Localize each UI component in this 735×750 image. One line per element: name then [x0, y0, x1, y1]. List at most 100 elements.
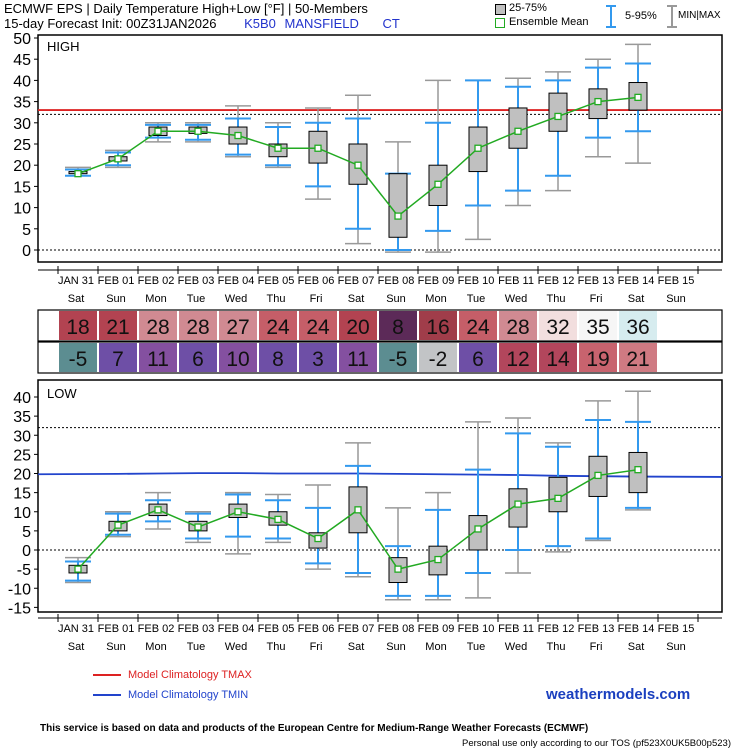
high-date-label: FEB 12: [538, 275, 575, 287]
low-ytick-label: 35: [13, 409, 31, 426]
low-date-label: FEB 12: [538, 623, 575, 635]
low-weekday-label: Tue: [467, 641, 486, 653]
high-member-table-value: 18: [66, 316, 89, 339]
mean-swatch-icon: [495, 18, 505, 28]
high-box-14: [625, 43, 651, 164]
low-date-label: FEB 03: [178, 623, 215, 635]
high-date-label: FEB 04: [218, 275, 255, 287]
low-ytick-label: 30: [13, 428, 31, 445]
low-mean-marker: [154, 506, 162, 514]
low-mean-marker: [114, 521, 122, 529]
low-date-label: FEB 05: [258, 623, 295, 635]
low-ytick-label: 25: [13, 447, 31, 464]
high-mean-marker: [474, 144, 482, 152]
chart-title: ECMWF EPS | Daily Temperature High+Low […: [4, 1, 368, 16]
low-weekday-label: Fri: [310, 641, 323, 653]
high-weekday-label: Mon: [145, 293, 166, 305]
high-weekday-label: Sat: [348, 293, 365, 305]
low-mean-marker: [274, 515, 282, 524]
high-member-table-cell: [219, 311, 257, 340]
low-mean-marker: [594, 471, 602, 480]
high-date-label: FEB 06: [298, 275, 335, 287]
high-member-table-value: 35: [586, 316, 609, 339]
high-weekday-label: Thu: [547, 293, 566, 305]
high-mean-marker: [154, 127, 162, 135]
station-state: CT: [382, 16, 400, 31]
high-member-table-cell: [419, 311, 457, 340]
high-mean-marker: [394, 212, 402, 220]
low-box-13: [585, 400, 611, 542]
high-ytick-label: 45: [13, 52, 31, 69]
low-member-table-cell: [379, 343, 417, 372]
high-date-label: FEB 14: [618, 275, 655, 287]
low-date-label: FEB 13: [578, 623, 615, 635]
high-date-label: FEB 11: [498, 275, 534, 287]
high-member-table-cell: [459, 311, 497, 340]
low-ytick-label: 20: [13, 467, 31, 484]
low-member-table-cell: [219, 343, 257, 372]
high-date-label: FEB 07: [338, 275, 375, 287]
low-ytick-label: -10: [8, 581, 31, 598]
high-member-table-value: 28: [506, 316, 529, 339]
legend-minmax-label: MIN|MAX: [678, 10, 721, 21]
high-member-table-cell: [539, 311, 577, 340]
high-ytick-label: 50: [13, 31, 31, 48]
high-date-label: FEB 02: [138, 275, 175, 287]
low-date-label: FEB 11: [498, 623, 534, 635]
high-weekday-label: Sun: [386, 293, 406, 305]
low-panel-title: LOW: [47, 386, 77, 401]
high-weekday-label: Wed: [505, 293, 527, 305]
low-member-table-value: -5: [389, 348, 408, 371]
low-mean-marker: [314, 534, 322, 543]
low-ytick-label: -5: [17, 562, 31, 579]
low-weekday-label: Sat: [628, 641, 645, 653]
low-weekday-label: Tue: [187, 641, 206, 653]
high-ytick-label: 5: [22, 222, 31, 239]
low-member-table-cell: [59, 343, 97, 372]
high-member-table-cell: [299, 311, 337, 340]
low-box-8: [385, 507, 411, 601]
high-weekday-label: Thu: [267, 293, 286, 305]
high-weekday-label: Tue: [187, 293, 206, 305]
low-member-table-value: -2: [429, 348, 448, 371]
low-box-14: [625, 390, 651, 511]
low-date-label: FEB 09: [418, 623, 455, 635]
low-mean-marker: [554, 494, 562, 503]
high-box-11: [505, 77, 531, 207]
low-date-label: FEB 02: [138, 623, 175, 635]
brand-link[interactable]: weathermodels.com: [546, 686, 691, 703]
high-mean-marker: [434, 180, 442, 188]
low-member-table-value: 6: [472, 348, 484, 371]
low-member-table-cell: [539, 343, 577, 372]
low-member-table-value: 3: [312, 348, 324, 371]
iqr-box: [468, 515, 488, 551]
init-text: 15-day Forecast Init: 00Z31JAN2026: [4, 16, 217, 31]
high-member-table-cell: [179, 311, 217, 340]
high-mean-marker: [554, 112, 562, 121]
high-ytick-label: 35: [13, 95, 31, 112]
low-weekday-label: Wed: [505, 641, 527, 653]
low-member-table-cell: [499, 343, 537, 372]
disclaimer: This service is based on data and produc…: [40, 723, 589, 734]
low-member-table-cell: [259, 343, 297, 372]
high-plot-frame: [37, 34, 723, 263]
low-member-table-cell: [579, 343, 617, 372]
low-member-table-value: 11: [347, 348, 369, 371]
low-weekday-label: Sun: [106, 641, 126, 653]
low-member-table-value: 19: [586, 348, 609, 371]
iqr-box: [548, 476, 568, 513]
low-climatology-line: [37, 472, 723, 478]
high-box-6: [305, 107, 331, 200]
high-date-label: FEB 08: [378, 275, 415, 287]
high-box-12: [545, 71, 571, 192]
low-member-table-value: 8: [272, 348, 284, 371]
low-weekday-label: Thu: [547, 641, 566, 653]
high-date-label: FEB 03: [178, 275, 215, 287]
low-box-10: [465, 421, 491, 599]
high-weekday-label: Sat: [628, 293, 645, 305]
low-ytick-label: -15: [8, 600, 31, 617]
low-member-table-cell: [619, 343, 657, 372]
low-weekday-label: Sat: [348, 641, 365, 653]
legend-iqr-label: 25-75%: [509, 2, 547, 14]
high-member-table-cell: [619, 311, 657, 340]
